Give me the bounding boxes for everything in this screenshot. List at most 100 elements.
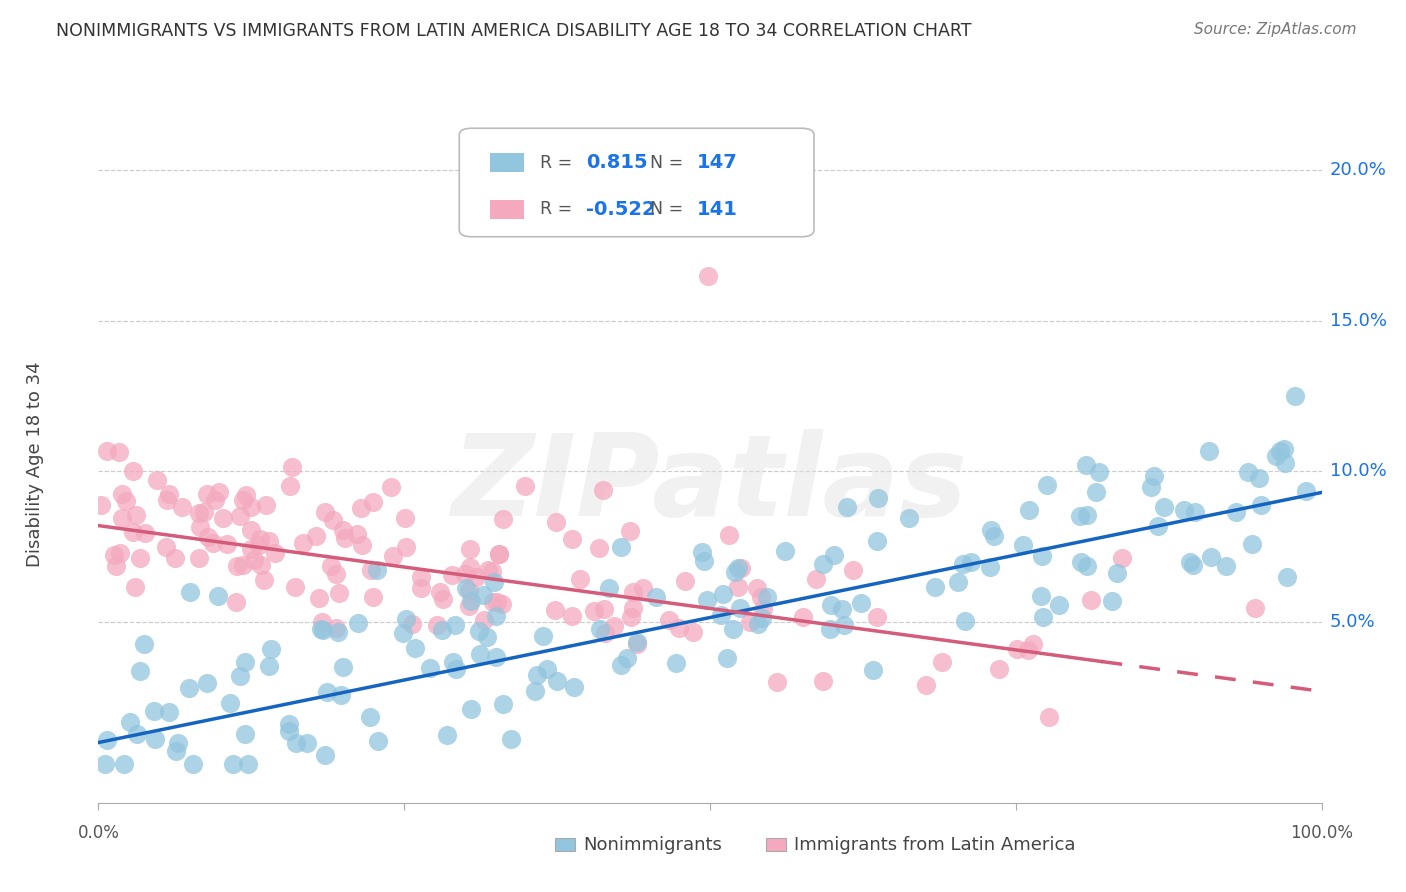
Point	[321, 559, 343, 574]
Point	[696, 268, 718, 283]
Point	[645, 591, 668, 605]
Point	[1011, 538, 1033, 552]
Point	[523, 683, 546, 698]
Point	[832, 618, 855, 632]
Point	[1147, 519, 1170, 533]
Point	[90, 498, 112, 512]
Point	[1074, 458, 1097, 473]
Point	[222, 756, 245, 771]
Point	[332, 659, 354, 673]
Point	[813, 674, 835, 689]
Point	[429, 585, 451, 599]
Point	[254, 498, 277, 512]
Point	[721, 622, 744, 636]
Point	[243, 553, 266, 567]
Point	[249, 558, 271, 573]
Point	[835, 500, 858, 515]
Point	[409, 581, 432, 595]
Point	[233, 727, 256, 741]
Point	[544, 515, 567, 529]
Point	[823, 548, 845, 562]
Point	[1018, 503, 1040, 517]
Point	[239, 500, 262, 514]
FancyBboxPatch shape	[460, 128, 814, 236]
Point	[481, 564, 503, 578]
Point	[1240, 537, 1263, 551]
Point	[658, 613, 681, 627]
Point	[332, 523, 354, 537]
Point	[477, 563, 499, 577]
Point	[866, 534, 889, 549]
Point	[233, 655, 256, 669]
Point	[561, 609, 583, 624]
Point	[931, 655, 953, 669]
Point	[751, 611, 773, 625]
Point	[756, 591, 779, 605]
Point	[239, 523, 262, 537]
Point	[526, 667, 548, 681]
Text: NONIMMIGRANTS VS IMMIGRANTS FROM LATIN AMERICA DISABILITY AGE 18 TO 34 CORRELATI: NONIMMIGRANTS VS IMMIGRANTS FROM LATIN A…	[56, 22, 972, 40]
Point	[96, 733, 118, 747]
Point	[328, 625, 350, 640]
Point	[253, 574, 276, 588]
Point	[1088, 465, 1111, 479]
Point	[598, 581, 620, 595]
Point	[225, 595, 247, 609]
Point	[460, 593, 482, 607]
Point	[291, 536, 314, 550]
Point	[232, 493, 254, 508]
Point	[485, 608, 508, 623]
Point	[665, 657, 688, 671]
Point	[1047, 598, 1070, 612]
Point	[333, 531, 356, 545]
Point	[322, 513, 344, 527]
Point	[544, 603, 567, 617]
Point	[232, 558, 254, 573]
Point	[163, 551, 186, 566]
Point	[610, 657, 633, 672]
Point	[987, 662, 1010, 676]
Point	[419, 660, 441, 674]
Point	[347, 615, 370, 630]
Point	[593, 602, 616, 616]
Point	[312, 623, 335, 637]
Point	[212, 511, 235, 525]
Point	[122, 524, 145, 539]
Point	[259, 534, 281, 549]
Point	[128, 550, 150, 565]
Point	[143, 731, 166, 746]
Point	[766, 674, 789, 689]
Point	[1275, 570, 1298, 584]
Point	[952, 557, 974, 571]
Point	[1035, 478, 1057, 492]
Point	[849, 596, 872, 610]
Point	[501, 731, 523, 746]
Point	[124, 580, 146, 594]
Point	[207, 589, 229, 603]
Point	[488, 547, 510, 561]
Point	[464, 570, 486, 584]
Point	[709, 607, 731, 622]
Point	[411, 570, 433, 584]
Point	[1236, 465, 1258, 479]
Point	[485, 594, 508, 608]
Point	[430, 623, 453, 637]
Point	[284, 737, 307, 751]
Point	[111, 487, 134, 501]
Point	[103, 548, 125, 562]
Point	[717, 528, 740, 542]
Point	[96, 444, 118, 458]
Point	[105, 558, 128, 573]
Point	[603, 619, 626, 633]
Point	[108, 445, 131, 459]
Point	[1198, 444, 1220, 458]
Point	[328, 585, 350, 599]
Point	[914, 678, 936, 692]
Point	[118, 714, 141, 729]
Text: 15.0%: 15.0%	[1330, 311, 1386, 330]
Point	[441, 655, 464, 669]
Point	[468, 624, 491, 638]
Point	[208, 484, 231, 499]
Point	[727, 561, 749, 575]
Point	[1153, 500, 1175, 515]
